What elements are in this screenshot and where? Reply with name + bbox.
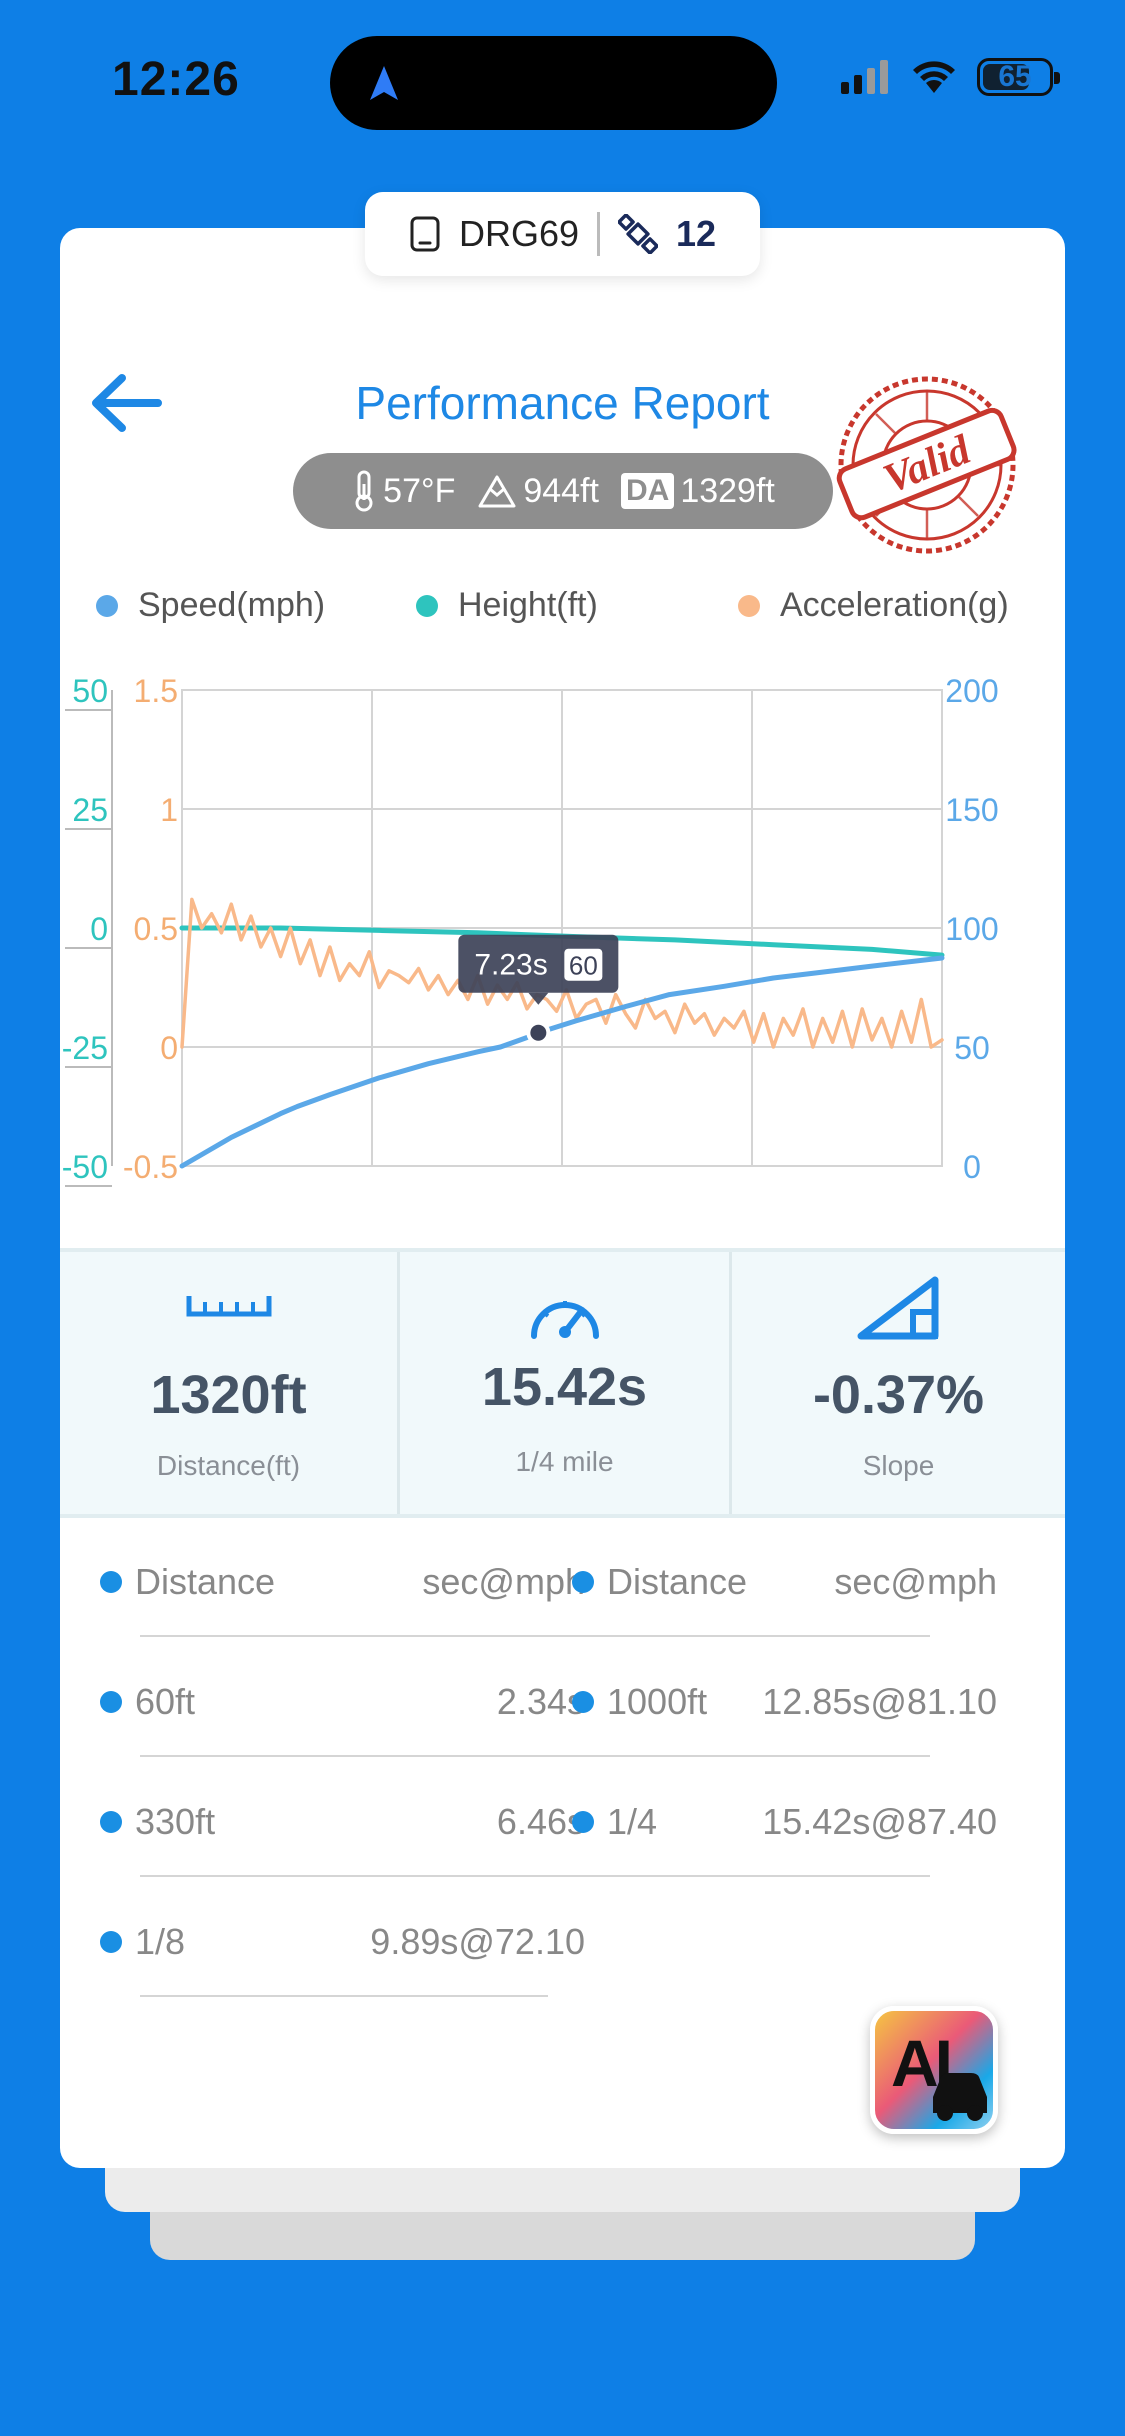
splits-header-result: sec@mph	[834, 1561, 997, 1602]
thermometer-icon	[355, 470, 373, 512]
split-distance: 1000ft	[607, 1681, 708, 1722]
dynamic-island	[330, 36, 777, 130]
battery-level: 65	[998, 60, 1032, 93]
stat-value: -0.37%	[812, 1365, 985, 1425]
splits-header-result: sec@mph	[422, 1561, 585, 1602]
bullet	[100, 1811, 122, 1833]
cellular-signal-icon	[841, 60, 888, 94]
series-line-speedmph	[179, 955, 945, 1169]
height-tick-label: 25	[72, 792, 108, 828]
speed-tick-label: 150	[945, 792, 998, 828]
series-line-accelerationg	[180, 897, 944, 1049]
legend-dot	[96, 594, 118, 617]
performance-chart[interactable]: 50 25 0 -25 -50 1.5 1 0.5 0 -0.5 200 150 100 50 0 7.23s…	[60, 648, 1065, 1448]
status-bar: 12:26 65	[0, 0, 1125, 160]
ai-assistant-button[interactable]: AI	[870, 2006, 998, 2134]
tooltip-pointer	[528, 992, 549, 1005]
page-title: Performance Report	[355, 377, 770, 429]
stats-panel: 1320ft Distance(ft) 15.42s 1/4 mile -0.3…	[60, 1248, 1065, 1518]
legend-height[interactable]: Height(ft)	[416, 586, 598, 625]
split-result: 15.42s@87.40	[762, 1801, 997, 1842]
bullet	[100, 1571, 122, 1593]
stat-quarter-mile: 15.42s 1/4 mile	[397, 1252, 729, 1514]
speed-tick-label: 50	[954, 1030, 990, 1066]
satellite-count: 12	[676, 213, 717, 254]
device-icon	[410, 216, 440, 252]
stat-slope: -0.37% Slope	[729, 1252, 1065, 1514]
split-result: 2.34s	[496, 1681, 585, 1722]
split-result: 6.46s	[496, 1801, 585, 1842]
battery-icon: 65	[977, 58, 1060, 96]
split-distance: 1/8	[135, 1921, 186, 1962]
bullet	[572, 1691, 594, 1713]
splits-header-distance: Distance	[607, 1561, 748, 1602]
height-tick-label: -50	[62, 1149, 108, 1185]
location-arrow-icon	[370, 66, 398, 100]
accel-tick-label: 1.5	[134, 673, 178, 709]
legend-label: Height(ft)	[458, 586, 598, 624]
legend-dot	[416, 594, 438, 617]
speed-tick-label: 100	[945, 911, 998, 947]
status-time: 12:26	[112, 53, 240, 106]
stat-label: Distance(ft)	[156, 1450, 301, 1481]
accel-tick-label: 1	[160, 792, 178, 828]
accel-tick-label: -0.5	[123, 1149, 178, 1185]
speedometer-icon	[530, 1301, 599, 1339]
stat-distance: 1320ft Distance(ft)	[60, 1252, 397, 1514]
stat-value: 1320ft	[150, 1365, 307, 1425]
accel-tick-label: 0.5	[134, 911, 178, 947]
height-tick-label: 50	[72, 673, 108, 709]
accel-tick-label: 0	[160, 1030, 178, 1066]
status-icons: 65	[841, 58, 1060, 96]
bullet	[572, 1811, 594, 1833]
tooltip-speed-box	[564, 948, 603, 981]
altitude-value: 944ft	[523, 471, 599, 510]
conditions-bar: 57°F 944ft DA 1329ft	[293, 453, 833, 529]
row-divider	[140, 1995, 548, 1997]
performance-report-card: Performance Report Valid 57°F	[60, 228, 1065, 2168]
wifi-icon	[913, 61, 955, 93]
device-pill[interactable]: DRG69 12	[365, 192, 760, 276]
stat-value: 15.42s	[481, 1357, 648, 1417]
pill-divider	[597, 212, 600, 256]
bullet	[572, 1571, 594, 1593]
split-distance: 60ft	[135, 1681, 196, 1722]
valid-stamp: Valid	[836, 376, 1017, 554]
split-result: 12.85s@81.10	[762, 1681, 997, 1722]
ruler-icon	[186, 1296, 271, 1317]
legend-acceleration[interactable]: Acceleration(g)	[738, 586, 1009, 625]
tooltip-speed: 60	[569, 951, 598, 981]
mountain-icon	[478, 475, 516, 508]
bullet	[100, 1931, 122, 1953]
splits-header-distance: Distance	[135, 1561, 276, 1602]
height-tick-label: 0	[90, 911, 108, 947]
speed-tick-label: 0	[963, 1149, 981, 1185]
row-divider	[140, 1755, 930, 1757]
row-divider	[140, 1875, 930, 1877]
tooltip-time: 7.23s	[474, 949, 547, 982]
car-icon	[933, 2073, 987, 2121]
density-altitude-value: 1329ft	[680, 471, 775, 510]
speed-tick-label: 200	[945, 673, 998, 709]
back-arrow-icon[interactable]	[88, 368, 164, 438]
temperature-value: 57°F	[383, 471, 456, 510]
legend-label: Acceleration(g)	[780, 586, 1009, 624]
chart-legend: Speed(mph) Height(ft) Acceleration(g)	[60, 586, 1065, 636]
stat-label: 1/4 mile	[515, 1446, 614, 1477]
split-distance: 1/4	[607, 1801, 658, 1842]
bullet	[100, 1691, 122, 1713]
satellite-icon	[618, 214, 658, 254]
split-result: 9.89s@72.10	[370, 1921, 585, 1962]
height-tick-label: -25	[62, 1030, 108, 1066]
tooltip-marker	[530, 1024, 547, 1041]
slope-icon	[857, 1276, 938, 1340]
split-distance: 330ft	[135, 1801, 216, 1842]
legend-speed[interactable]: Speed(mph)	[96, 586, 325, 625]
row-divider	[140, 1635, 930, 1637]
stat-label: Slope	[862, 1450, 935, 1481]
legend-dot	[738, 594, 760, 617]
legend-label: Speed(mph)	[138, 586, 326, 624]
device-name: DRG69	[458, 213, 579, 254]
density-altitude-icon: DA	[620, 473, 675, 509]
